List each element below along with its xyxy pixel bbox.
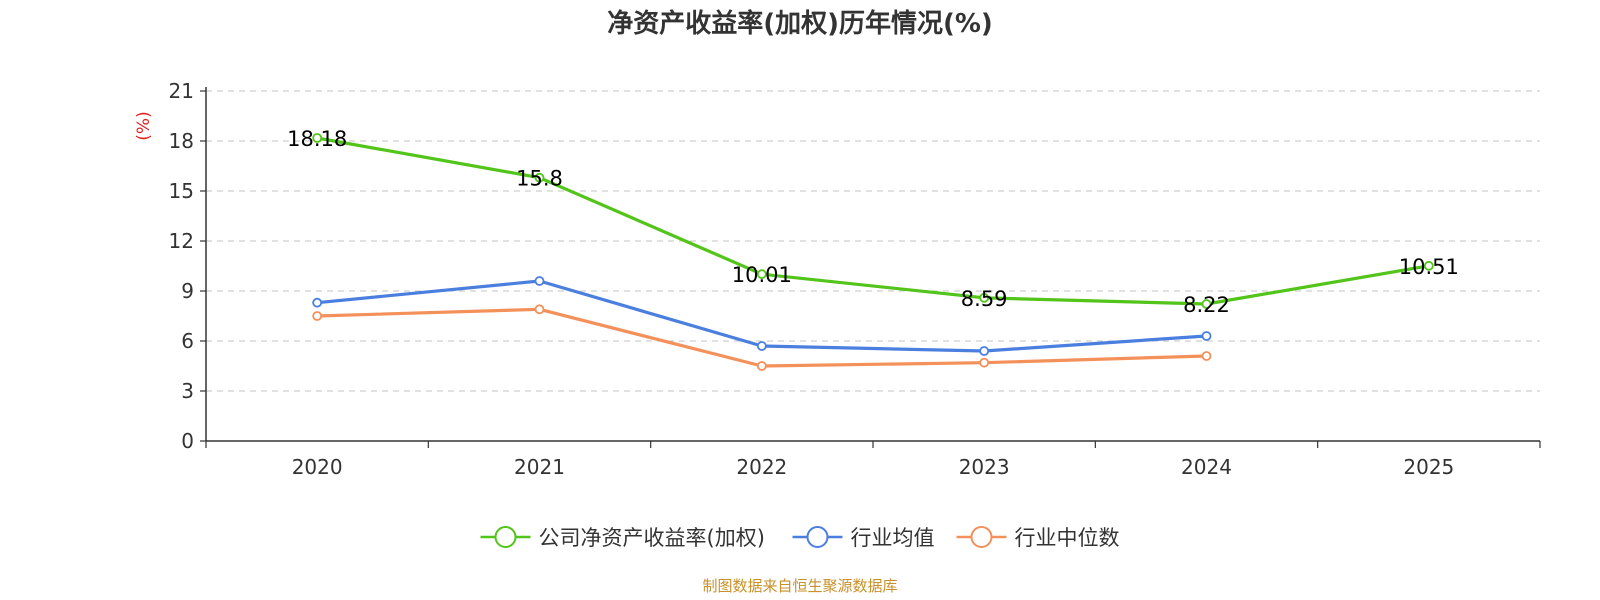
data-point[interactable] (312, 297, 323, 308)
data-point[interactable] (979, 357, 990, 368)
x-tick-label: 2023 (959, 455, 1010, 479)
y-tick-label: 21 (169, 79, 194, 103)
y-tick-label: 18 (169, 129, 194, 153)
legend-label: 行业中位数 (1015, 526, 1120, 550)
x-tick-label: 2025 (1403, 455, 1454, 479)
legend-marker (494, 526, 517, 548)
data-label: 10.01 (732, 263, 792, 287)
source-note: 制图数据来自恒生聚源数据库 (702, 577, 897, 595)
legend-item[interactable]: 公司净资产收益率(加权) (480, 526, 765, 550)
data-point[interactable] (979, 346, 990, 356)
series-0 (312, 133, 1434, 309)
x-tick-label: 2022 (736, 455, 787, 479)
data-label: 18.18 (287, 127, 347, 151)
legend-item[interactable]: 行业均值 (792, 526, 935, 550)
legend-label: 公司净资产收益率(加权) (539, 526, 765, 550)
data-point[interactable] (1201, 299, 1212, 309)
data-point[interactable] (756, 341, 767, 351)
legend-marker (970, 526, 993, 548)
chart-title: 净资产收益率(加权)历年情况(%) (607, 8, 993, 39)
axes: 0 3 6 9 12 15 18 21 2020 2021 2022 2023 2024 2025 (169, 79, 1541, 479)
data-point[interactable] (1423, 260, 1434, 271)
data-point[interactable] (979, 292, 990, 303)
data-point[interactable] (756, 361, 767, 371)
series-line (316, 136, 1430, 306)
x-tick-label: 2020 (292, 455, 343, 479)
data-point[interactable] (534, 172, 545, 183)
series-line (317, 307, 1207, 368)
data-label: 8.22 (1183, 293, 1230, 317)
y-tick-label: 12 (169, 229, 194, 253)
data-point[interactable] (534, 276, 545, 286)
legend-marker (806, 526, 829, 548)
data-label: 10.51 (1399, 255, 1459, 279)
legend-item[interactable]: 行业中位数 (956, 526, 1120, 550)
legend-label: 行业均值 (851, 526, 935, 550)
legend[interactable]: 公司净资产收益率(加权) 行业均值 行业中位数 (480, 526, 1120, 550)
grid (206, 90, 1540, 392)
y-tick-label: 3 (181, 379, 194, 403)
data-label: 15.8 (516, 167, 563, 191)
y-tick-label: 6 (181, 329, 194, 353)
data-point[interactable] (756, 269, 767, 280)
x-tick-label: 2021 (514, 455, 565, 479)
data-point[interactable] (312, 311, 323, 321)
data-labels: 18.18 15.8 10.01 8.59 8.22 10.51 (287, 127, 1459, 317)
y-tick-label: 0 (181, 429, 194, 453)
data-point[interactable] (534, 304, 545, 315)
series-1 (312, 276, 1212, 356)
y-tick-label: 15 (169, 179, 194, 203)
y-tick-label: 9 (181, 279, 194, 303)
data-point[interactable] (312, 133, 323, 143)
x-tick-label: 2024 (1181, 455, 1232, 479)
data-point[interactable] (1201, 331, 1212, 341)
series-layer (312, 133, 1434, 371)
data-label: 8.59 (961, 287, 1008, 311)
series-2 (312, 304, 1212, 371)
data-point[interactable] (1201, 351, 1212, 361)
y-axis-label: (%) (134, 111, 154, 140)
